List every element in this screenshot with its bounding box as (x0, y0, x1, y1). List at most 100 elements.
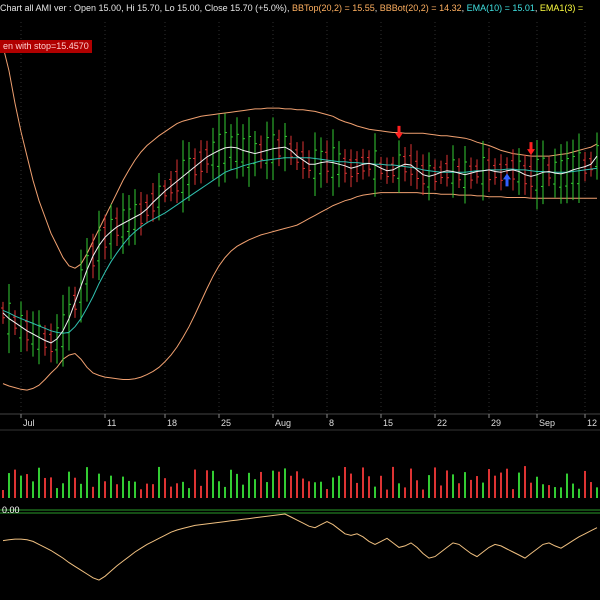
date-axis: Jul 11 18 25 Aug 8 15 22 29 Sep 12 (0, 413, 600, 428)
axis-label: 11 (107, 418, 116, 428)
volume-bar (128, 480, 130, 498)
volume-bar (200, 485, 202, 498)
axis-label: 25 (221, 418, 231, 428)
volume-pane (0, 429, 600, 511)
volume-bar (122, 476, 124, 498)
sell-arrow-icon (527, 142, 535, 156)
volume-bar (92, 486, 94, 498)
volume-bar (434, 467, 436, 498)
axis-label: 12 (587, 418, 597, 428)
chart-header: Chart all AMI ver : Open 15.00, Hi 15.70… (0, 0, 600, 16)
volume-bar (584, 470, 586, 498)
volume-bar (218, 481, 220, 498)
signal-arrows (395, 125, 535, 187)
volume-bar (104, 481, 106, 498)
stop-label: en with stop=15.4570 (0, 40, 92, 53)
volume-bar (404, 487, 406, 498)
volume-bar (548, 485, 550, 498)
volume-bar (440, 485, 442, 498)
volume-bar (284, 468, 286, 498)
volume-bar (302, 478, 304, 498)
volume-bar (254, 479, 256, 498)
volume-bar (428, 475, 430, 498)
volume-bar (224, 486, 226, 498)
volume-bar (374, 486, 376, 498)
axis-label: 18 (167, 418, 177, 428)
volume-bar (290, 475, 292, 498)
volume-bar (392, 466, 394, 498)
volume-bar (338, 475, 340, 498)
volume-bar (350, 473, 352, 498)
volume-bar (176, 483, 178, 498)
volume-bar (572, 483, 574, 498)
volume-bar (278, 471, 280, 498)
volume-bar (68, 471, 70, 498)
volume-bar (110, 475, 112, 498)
volume-bar (596, 487, 598, 498)
volume-bar (140, 489, 142, 498)
volume-bar (236, 473, 238, 498)
axis-label: 15 (383, 418, 393, 428)
volume-bar (494, 475, 496, 498)
bbtop-line (2, 46, 598, 269)
volume-bar (26, 474, 28, 498)
price-bars (1, 113, 599, 367)
sell-arrow-icon (395, 125, 403, 139)
header-sep: , (534, 3, 540, 13)
header-ema10: EMA(10) = 15.01 (466, 3, 535, 13)
volume-bar (80, 483, 82, 498)
volume-bar (212, 470, 214, 498)
volume-bar (506, 468, 508, 498)
volume-bar (326, 489, 328, 498)
volume-bar (14, 469, 16, 498)
volume-bar (530, 482, 532, 498)
header-sep: , (461, 3, 467, 13)
bbbot-line (2, 192, 597, 391)
axis-label: 22 (437, 418, 447, 428)
volume-bar (266, 482, 268, 498)
volume-bar (314, 482, 316, 498)
volume-bar (152, 484, 154, 498)
volume-bar (578, 488, 580, 498)
volume-bar (206, 470, 208, 498)
volume-bar (98, 473, 100, 498)
axis-label: Aug (275, 418, 291, 428)
volume-value-label: 0.00 (2, 505, 20, 515)
volume-bar (512, 489, 514, 498)
volume-bar (188, 488, 190, 498)
volume-bar (32, 481, 34, 498)
volume-bar (308, 481, 310, 498)
volume-bar (554, 487, 556, 498)
volume-bar (470, 479, 472, 498)
volume-bar (416, 480, 418, 498)
axis-label: Sep (539, 418, 555, 428)
volume-bar (518, 472, 520, 498)
volume-bar (500, 472, 502, 498)
axis-label: 29 (491, 418, 501, 428)
volume-bar (8, 473, 10, 498)
volume-bar (590, 482, 592, 498)
buy-arrow-icon (503, 173, 511, 187)
volume-bar (488, 469, 490, 498)
volume-bar (116, 484, 118, 498)
oscillator-line (2, 513, 598, 581)
volume-bar (146, 483, 148, 498)
ema-lines (2, 146, 598, 344)
volume-bar (74, 477, 76, 498)
header-sep: , (374, 3, 380, 13)
header-sep: , (286, 3, 292, 13)
volume-bar (248, 472, 250, 498)
volume-bar (62, 483, 64, 498)
header-ema3: EMA1(3) = (539, 3, 586, 13)
volume-bar (482, 482, 484, 498)
header-bbtop: BBTop(20,2) = 15.55 (291, 3, 375, 13)
volume-bar (164, 478, 166, 498)
volume-bar (50, 477, 52, 498)
volume-bar (170, 486, 172, 498)
volume-bar (362, 467, 364, 498)
volume-bar (332, 477, 334, 498)
volume-bar (566, 473, 568, 498)
header-prefix: Chart all AMI ver : (0, 3, 75, 13)
